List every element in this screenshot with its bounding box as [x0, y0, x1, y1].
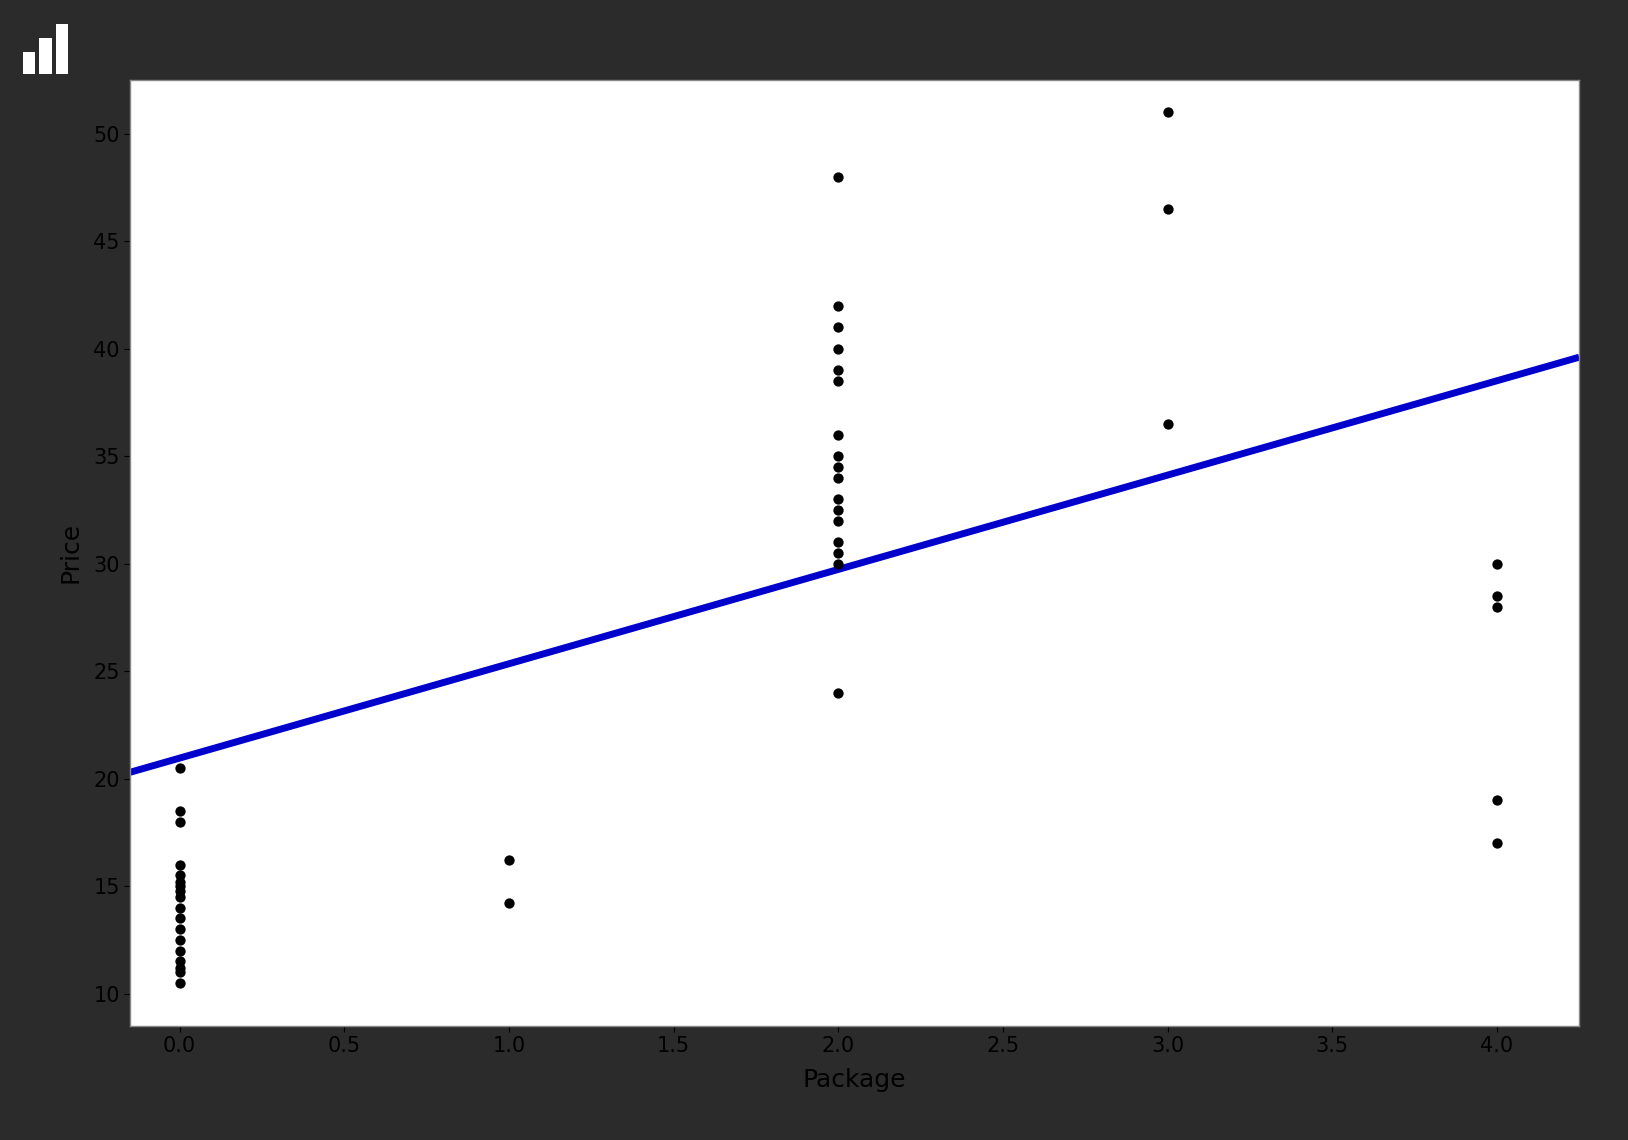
Point [825, 458, 851, 477]
Point [166, 898, 192, 917]
Point [1483, 597, 1509, 616]
Point [825, 544, 851, 562]
Bar [23, 51, 36, 74]
Point [166, 888, 192, 906]
Point [825, 372, 851, 390]
Point [825, 684, 851, 702]
Point [497, 852, 523, 870]
Point [166, 873, 192, 891]
Point [166, 801, 192, 820]
Point [825, 361, 851, 380]
Point [1483, 791, 1509, 809]
Bar [39, 39, 52, 74]
Point [825, 512, 851, 530]
Point [166, 931, 192, 950]
Point [166, 877, 192, 895]
Point [825, 340, 851, 358]
Point [825, 469, 851, 487]
Point [1154, 103, 1180, 121]
Point [166, 959, 192, 977]
Point [825, 425, 851, 443]
Point [825, 447, 851, 465]
Point [825, 318, 851, 336]
Point [166, 910, 192, 928]
Point [825, 554, 851, 572]
Point [1483, 587, 1509, 605]
Point [1154, 200, 1180, 218]
Point [1483, 834, 1509, 853]
Point [825, 534, 851, 552]
Point [166, 963, 192, 982]
Bar [55, 24, 68, 74]
Point [825, 490, 851, 508]
Point [497, 894, 523, 912]
Point [166, 856, 192, 874]
Point [1154, 415, 1180, 433]
Point [166, 881, 192, 899]
Y-axis label: Price: Price [59, 522, 81, 584]
Point [166, 974, 192, 992]
Point [166, 942, 192, 960]
Point [166, 759, 192, 777]
Point [825, 500, 851, 519]
Point [166, 866, 192, 885]
Point [166, 952, 192, 970]
Point [166, 813, 192, 831]
Point [825, 296, 851, 315]
Point [1483, 554, 1509, 572]
Point [166, 920, 192, 938]
X-axis label: Package: Package [803, 1067, 907, 1091]
Point [825, 168, 851, 186]
